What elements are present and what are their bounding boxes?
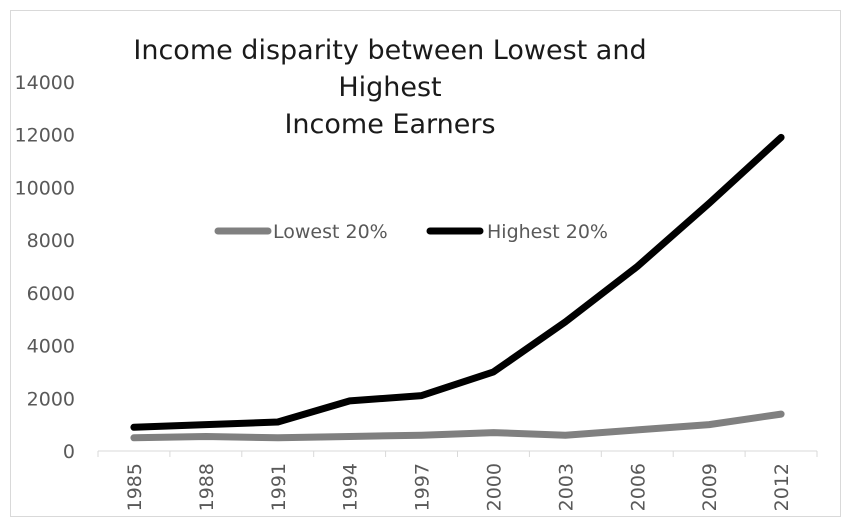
x-tick-label: 2012 (771, 463, 793, 511)
y-tick-label: 14000 (15, 72, 75, 94)
y-tick-label: 12000 (15, 125, 75, 147)
x-tick-label: 2009 (699, 463, 721, 511)
x-tick-label: 1994 (340, 463, 362, 511)
chart-title-line-2: Income Earners (284, 109, 496, 140)
chart-title-line-1: Income disparity between Lowest and High… (133, 35, 647, 103)
legend-label: Highest 20% (487, 221, 608, 243)
x-tick-label: 1997 (412, 463, 434, 511)
x-tick-label: 1991 (268, 463, 290, 511)
series-line-lowest-20 (130, 410, 785, 442)
y-tick-label: 6000 (27, 283, 75, 305)
chart-title: Income disparity between Lowest and High… (110, 32, 670, 143)
x-tick-label: 2003 (555, 463, 577, 511)
y-tick-label: 8000 (27, 230, 75, 252)
x-tick-label: 2006 (627, 463, 649, 511)
x-tick-label: 1988 (196, 463, 218, 511)
y-tick-label: 0 (63, 441, 75, 463)
legend-label: Lowest 20% (273, 221, 388, 243)
x-tick-label: 1985 (124, 463, 146, 511)
y-tick-label: 10000 (15, 177, 75, 199)
series-line-highest-20 (130, 133, 785, 431)
y-tick-label: 2000 (27, 388, 75, 410)
y-tick-label: 4000 (27, 336, 75, 358)
x-tick-label: 2000 (483, 463, 505, 511)
chart-frame (10, 10, 841, 517)
